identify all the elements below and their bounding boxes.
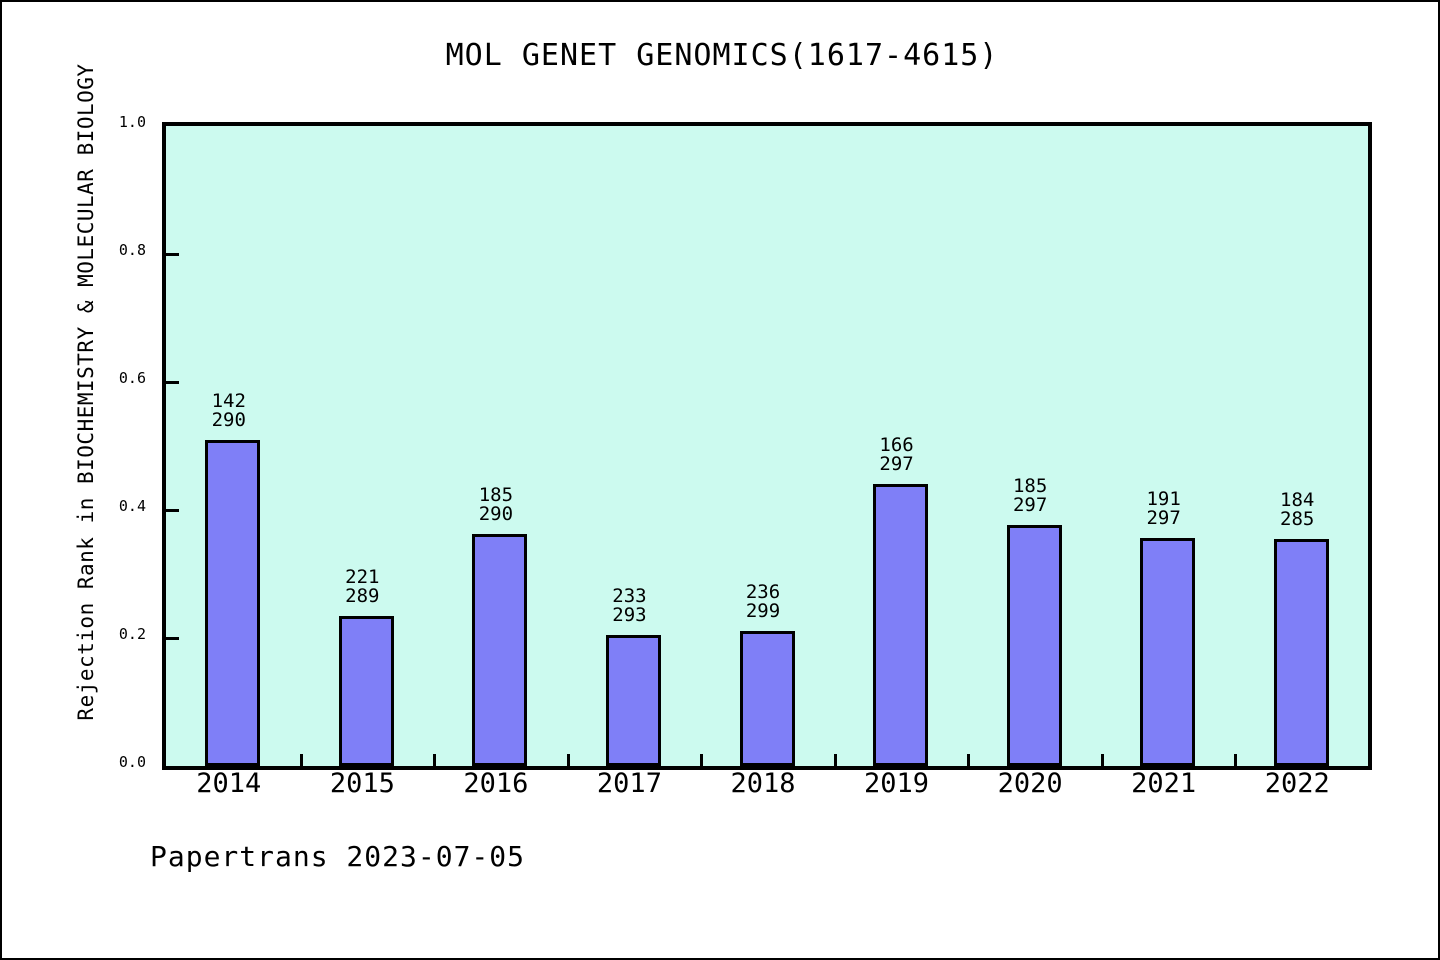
x-tick-mark xyxy=(1100,754,1104,766)
x-tick-mark xyxy=(566,754,570,766)
bar-total-value: 293 xyxy=(612,603,647,626)
bar-rank-value: 221 xyxy=(345,565,380,588)
bar-rank-value: 185 xyxy=(1012,474,1048,497)
bar-value-label: 185 297 xyxy=(950,474,1110,516)
bar-rank-value: 236 xyxy=(745,580,781,603)
bar-total-value: 299 xyxy=(745,599,781,622)
x-tick-mark xyxy=(1234,754,1238,766)
plot-area xyxy=(162,122,1372,770)
bar[interactable] xyxy=(739,630,795,766)
x-tick-label: 2020 xyxy=(997,768,1063,799)
bar[interactable] xyxy=(605,634,661,766)
bar-rank-value: 185 xyxy=(478,484,514,507)
y-tick-label: 0.2 xyxy=(118,625,146,643)
bar-value-label: 166 297 xyxy=(817,433,977,475)
bar[interactable] xyxy=(1006,524,1062,766)
bar-total-value: 285 xyxy=(1280,508,1315,531)
y-tick-mark xyxy=(166,253,179,256)
y-tick-label: 0.4 xyxy=(118,497,146,515)
x-tick-mark xyxy=(700,754,704,766)
y-tick-mark xyxy=(166,637,179,640)
bar-rank-value: 191 xyxy=(1146,487,1181,510)
bar[interactable] xyxy=(1273,539,1329,766)
bar[interactable] xyxy=(472,534,528,766)
bar[interactable] xyxy=(205,439,261,766)
bar-total-value: 289 xyxy=(345,584,380,607)
x-tick-label: 2022 xyxy=(1264,768,1330,799)
bar-value-label: 142 290 xyxy=(149,389,309,431)
x-tick-mark xyxy=(433,754,437,766)
bar-rank-value: 142 xyxy=(211,389,246,412)
bar-value-label: 184 285 xyxy=(1217,491,1377,529)
bar-value-label: 191 297 xyxy=(1084,487,1244,529)
bar-total-value: 290 xyxy=(211,408,246,431)
bar-rank-value: 233 xyxy=(612,584,647,607)
x-tick-label: 2014 xyxy=(196,768,262,799)
x-tick-mark xyxy=(967,754,971,766)
x-tick-label: 2015 xyxy=(329,768,395,799)
y-tick-label: 0.6 xyxy=(118,369,146,387)
bar-rank-value: 166 xyxy=(879,433,914,456)
bar-value-label: 221 289 xyxy=(282,565,442,607)
bar[interactable] xyxy=(1140,537,1196,766)
footer-caption: Papertrans 2023-07-05 xyxy=(150,840,526,873)
x-tick-label: 2019 xyxy=(864,768,930,799)
bar-value-label: 233 293 xyxy=(549,584,709,626)
y-tick-label: 1.0 xyxy=(118,113,146,131)
bar-total-value: 297 xyxy=(1012,493,1048,516)
x-tick-label: 2021 xyxy=(1131,768,1197,799)
x-tick-label: 2018 xyxy=(730,768,796,799)
bar-total-value: 297 xyxy=(879,452,914,475)
y-tick-label: 0.8 xyxy=(118,241,146,259)
bar[interactable] xyxy=(338,615,394,766)
x-tick-mark xyxy=(299,754,303,766)
bar-total-value: 297 xyxy=(1146,506,1181,529)
x-tick-mark xyxy=(833,754,837,766)
x-tick-label: 2017 xyxy=(596,768,662,799)
bar-value-label: 236 299 xyxy=(683,580,843,622)
bar-value-label: 185 290 xyxy=(416,486,576,524)
bar[interactable] xyxy=(873,483,929,766)
chart-title: MOL GENET GENOMICS(1617-4615) xyxy=(445,38,999,73)
x-tick-label: 2016 xyxy=(463,768,529,799)
y-tick-mark xyxy=(166,509,179,512)
bar-total-value: 290 xyxy=(478,503,514,526)
bar-rank-value: 184 xyxy=(1280,489,1315,512)
y-tick-mark xyxy=(166,381,179,384)
y-tick-label: 0.0 xyxy=(118,753,146,771)
